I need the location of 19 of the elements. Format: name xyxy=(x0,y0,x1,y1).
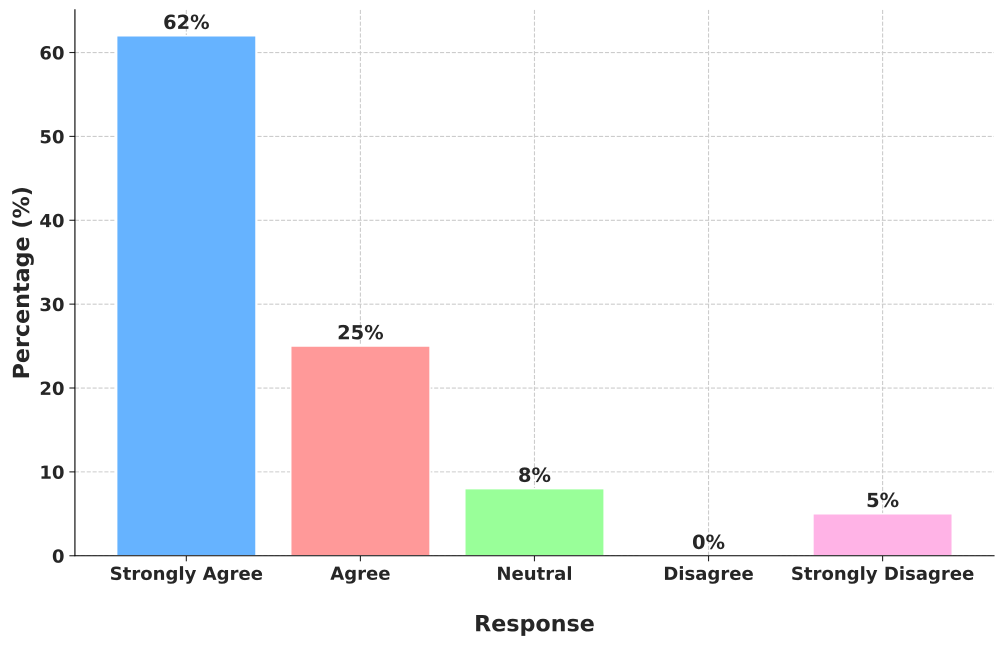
y-tick-label: 40 xyxy=(40,214,64,228)
data-label: 25% xyxy=(338,324,384,340)
data-label: 0% xyxy=(692,534,724,550)
data-label: 62% xyxy=(164,14,209,30)
x-axis-title: Response xyxy=(476,615,594,636)
data-label: 5% xyxy=(868,492,898,508)
x-tick-label: Disagree xyxy=(664,566,753,584)
y-tick-label: 10 xyxy=(41,465,64,479)
y-axis-title: Percentage (%) xyxy=(12,188,34,378)
x-tick-label: Agree xyxy=(330,566,390,584)
y-tick-label: 0 xyxy=(52,549,64,563)
data-label: 8% xyxy=(519,467,550,482)
y-tick-label: 20 xyxy=(40,381,64,396)
x-tick-label: Strongly Disagree xyxy=(792,566,974,584)
y-tick-label: 50 xyxy=(40,130,64,144)
x-tick-label: Neutral xyxy=(498,566,572,580)
y-tick-label: 30 xyxy=(40,298,64,312)
x-tick-label: Strongly Agree xyxy=(110,566,262,584)
y-tick-label: 60 xyxy=(40,46,64,60)
